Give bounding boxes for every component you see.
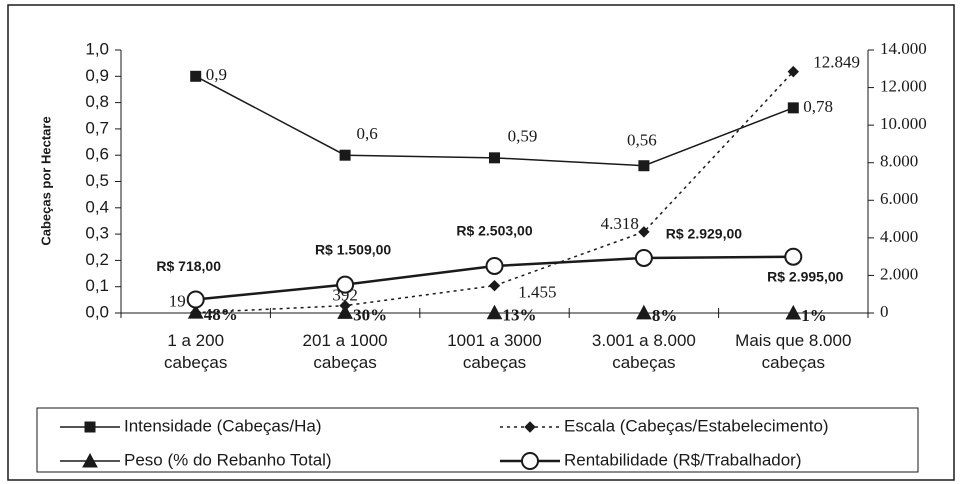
- y-tick-label: 0,5: [85, 171, 109, 190]
- y2-tick-label: 12.000: [880, 76, 927, 95]
- series-line: [195, 75, 794, 167]
- legend-marker: [521, 452, 539, 470]
- legend-label: Intensidade (Cabeças/Ha): [124, 416, 322, 435]
- data-point: [636, 304, 652, 320]
- data-label: 1%: [801, 306, 827, 325]
- data-label: 0,6: [356, 124, 377, 143]
- x-tick-label: 1 a 200 cabeças: [164, 331, 228, 372]
- y-tick-label: 0,3: [85, 224, 109, 243]
- x-tick-label: 3.001 a 8.000 cabeças: [591, 331, 696, 372]
- y-axis-label: Cabeças por Hectare: [38, 116, 53, 245]
- series-line: [195, 71, 794, 314]
- y-tick-label: 0,1: [85, 276, 109, 295]
- y-tick-label: 0,8: [85, 92, 109, 111]
- data-point: [634, 248, 653, 267]
- y2-tick-label: 10.000: [880, 114, 927, 133]
- data-point: [186, 290, 205, 309]
- data-label: 13%: [503, 306, 537, 325]
- y2-tick-label: 4.000: [880, 227, 918, 246]
- data-point: [489, 152, 500, 164]
- data-point: [488, 279, 501, 292]
- data-label: 12.849: [813, 53, 860, 72]
- y2-tick-label: 0: [880, 302, 889, 321]
- data-label: R$ 1.509,00: [315, 241, 391, 257]
- data-point: [785, 304, 802, 320]
- data-point: [485, 256, 504, 275]
- data-label: R$ 2.929,00: [666, 226, 742, 242]
- data-point: [336, 275, 355, 294]
- data-label: 48%: [204, 305, 238, 324]
- legend-marker: [82, 452, 98, 468]
- y2-tick-label: 8.000: [880, 152, 918, 171]
- legend-box: [36, 407, 919, 473]
- data-point: [339, 149, 351, 161]
- data-point: [638, 160, 650, 172]
- data-point: [486, 304, 503, 320]
- data-label: R$ 718,00: [156, 258, 221, 274]
- legend-label: Rentabilidade (R$/Trabalhador): [564, 450, 802, 469]
- y-tick-label: 0,4: [85, 197, 109, 216]
- data-label: 0,56: [627, 131, 657, 150]
- y-tick-label: 0,2: [85, 250, 109, 269]
- legend-marker: [524, 421, 536, 433]
- y-tick-label: 0,9: [85, 66, 109, 85]
- legend-marker: [84, 421, 96, 433]
- y2-tick-label: 14.000: [880, 39, 927, 58]
- data-point: [638, 226, 650, 238]
- data-label: 19: [169, 292, 186, 311]
- data-label: 30%: [353, 305, 387, 324]
- x-tick-label: Mais que 8.000 cabeças: [735, 331, 852, 372]
- y-tick-label: 1,0: [85, 39, 109, 58]
- y-tick-label: 0,0: [85, 302, 109, 321]
- x-tick-label: 1001 a 3000 cabeças: [447, 331, 542, 372]
- data-point: [787, 65, 800, 78]
- y2-tick-label: 2.000: [880, 264, 918, 283]
- data-label: R$ 2.995,00: [767, 268, 843, 284]
- data-point: [187, 304, 204, 319]
- data-label: R$ 2.503,00: [456, 223, 532, 239]
- data-label: 8%: [652, 306, 678, 325]
- y2-tick-label: 6.000: [880, 189, 918, 208]
- data-label: 0,59: [508, 127, 538, 146]
- chart-border: [7, 4, 955, 481]
- data-label: 4.318: [601, 214, 639, 233]
- legend-label: Escala (Cabeças/Estabelecimento): [564, 416, 829, 435]
- data-label: 1.455: [518, 283, 556, 302]
- data-label: 0,9: [206, 65, 227, 84]
- y-tick-label: 0,6: [85, 145, 109, 164]
- data-point: [787, 102, 799, 114]
- data-point: [337, 304, 353, 319]
- data-point: [784, 247, 803, 266]
- legend-label: Peso (% do Rebanho Total): [124, 450, 332, 469]
- data-point: [190, 70, 202, 82]
- x-tick-label: 201 a 1000 cabeças: [302, 331, 388, 372]
- data-label: 0,78: [803, 97, 833, 116]
- y-tick-label: 0,7: [85, 118, 109, 137]
